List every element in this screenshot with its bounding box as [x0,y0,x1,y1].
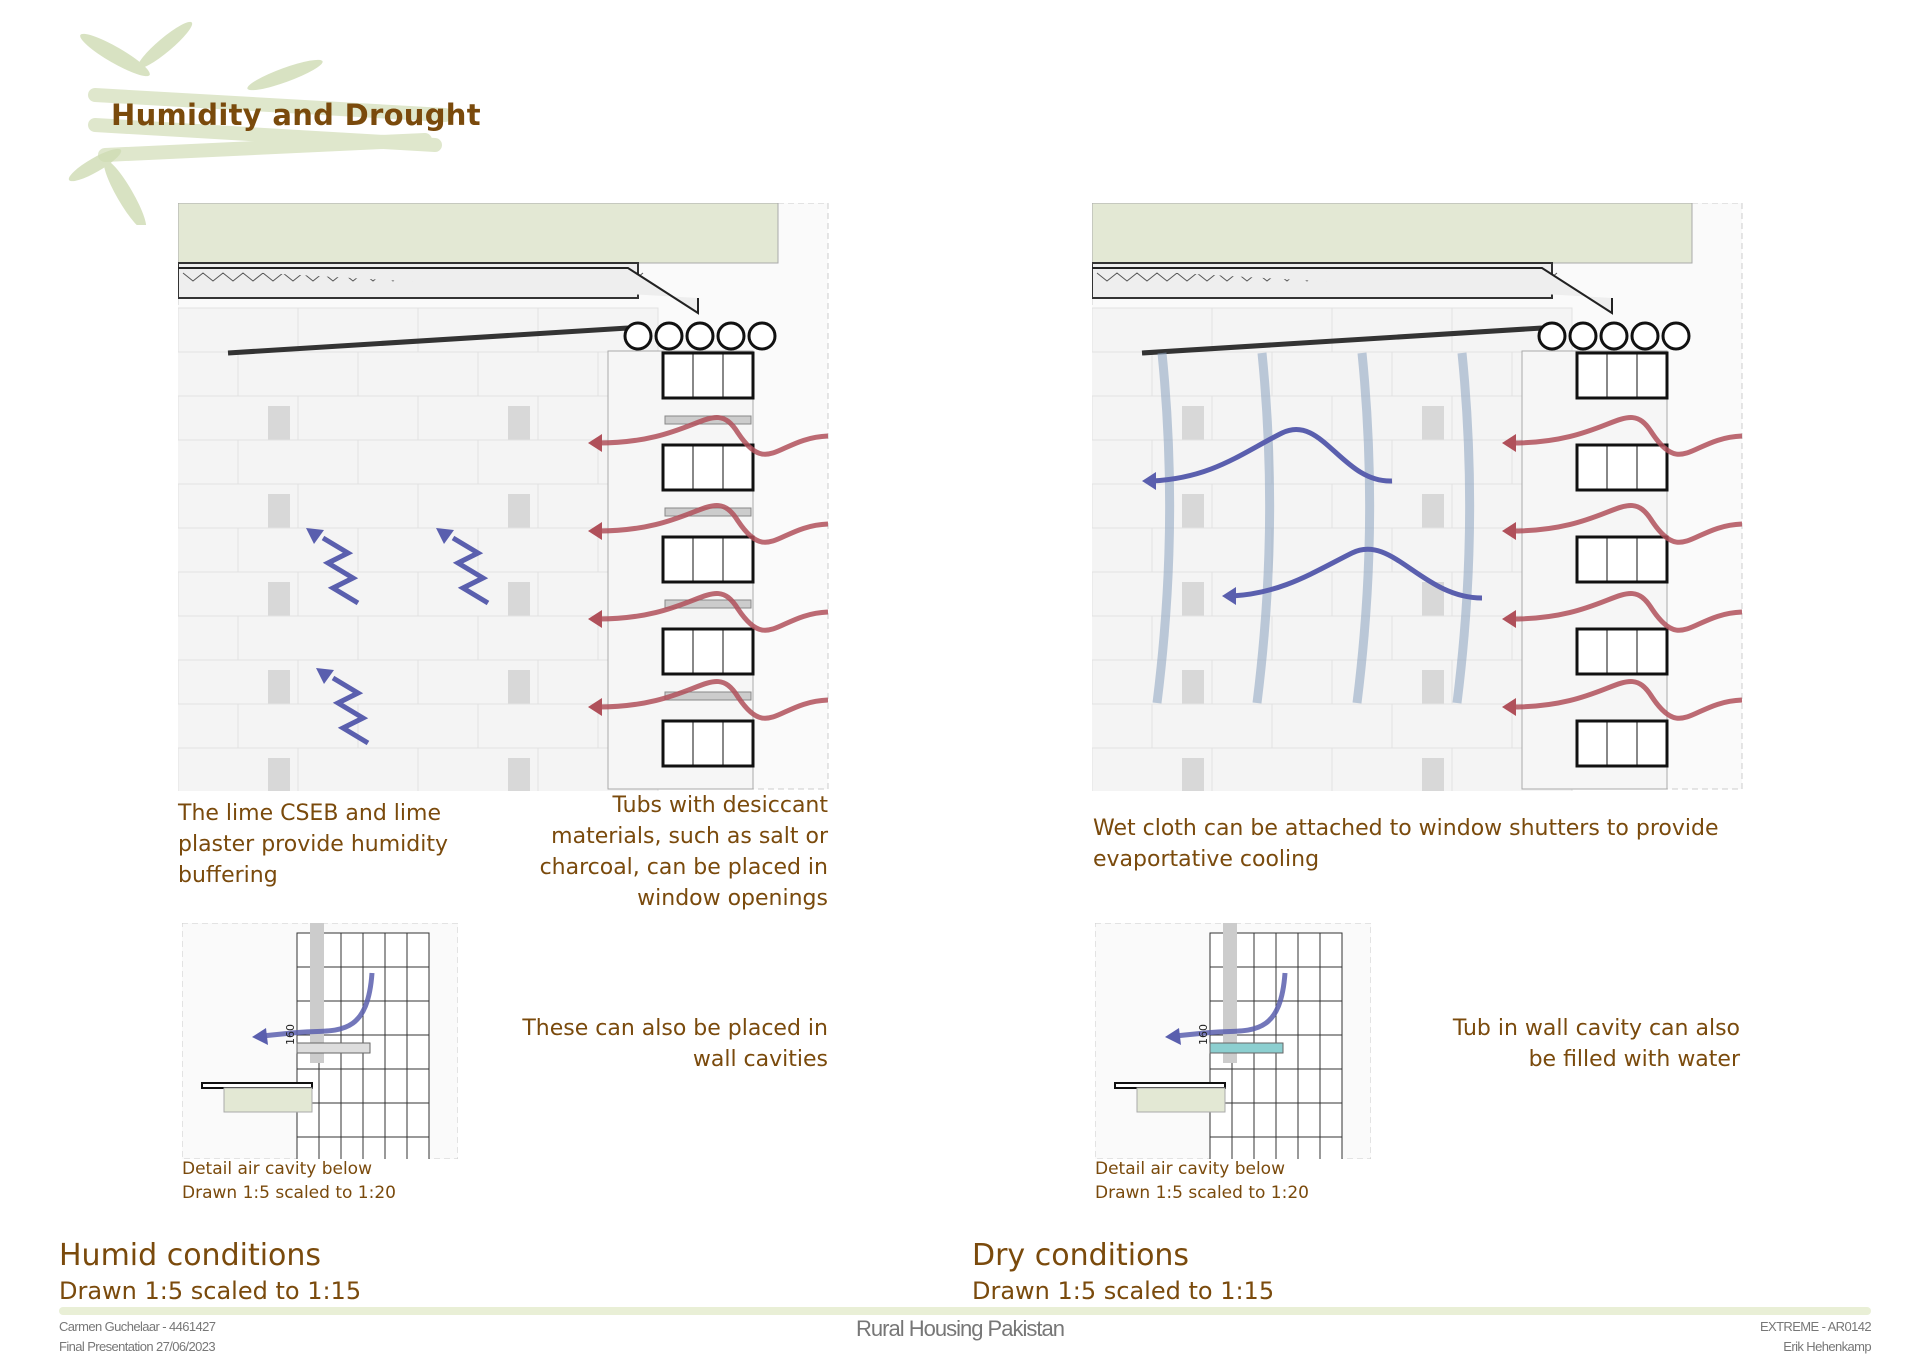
humid-section-drawing [178,203,829,791]
footer-left: Carmen Guchelaar - 4461427 Final Present… [59,1317,216,1357]
humid-caption-tubs: Tubs with desiccant materials, such as s… [539,793,828,911]
humid-detail-drawing: 160 [182,923,458,1159]
humid-heading: Humid conditions [59,1238,322,1273]
footer-tutor: Erik Hehenkamp [1783,1339,1871,1354]
footer-date: Final Presentation 27/06/2023 [59,1339,216,1354]
footer-bar [59,1307,1871,1315]
dry-detail-scale: Drawn 1:5 scaled to 1:20 [1095,1183,1309,1203]
footer-right: EXTREME - AR0142 Erik Hehenkamp [1759,1317,1872,1357]
dry-section-drawing [1092,203,1743,791]
dry-detail-note: Tub in wall cavity can also be filled wi… [1452,1016,1740,1072]
humid-detail-note: These can also be placed in wall cavitie… [522,1016,828,1072]
footer-course: EXTREME - AR0142 [1759,1319,1872,1334]
humid-detail-scale: Drawn 1:5 scaled to 1:20 [182,1183,396,1203]
humid-caption-buffering: The lime CSEB and lime plaster provide h… [178,801,448,888]
dimension-label: 160 [1197,1024,1210,1045]
dry-detail-drawing: 160 [1095,923,1371,1159]
humid-scale: Drawn 1:5 scaled to 1:15 [59,1277,362,1305]
bamboo-decoration [68,21,452,225]
dry-caption-wet-cloth: Wet cloth can be attached to window shut… [1093,816,1719,872]
page-title: Humidity and Drought [111,98,481,132]
footer-author: Carmen Guchelaar - 4461427 [59,1319,216,1334]
footer-project: Rural Housing Pakistan [856,1316,1065,1341]
dimension-label: 160 [284,1024,297,1045]
dry-scale: Drawn 1:5 scaled to 1:15 [972,1277,1275,1305]
humid-detail-label: Detail air cavity below [182,1159,372,1179]
dry-detail-label: Detail air cavity below [1095,1159,1285,1179]
dry-heading: Dry conditions [972,1238,1190,1273]
